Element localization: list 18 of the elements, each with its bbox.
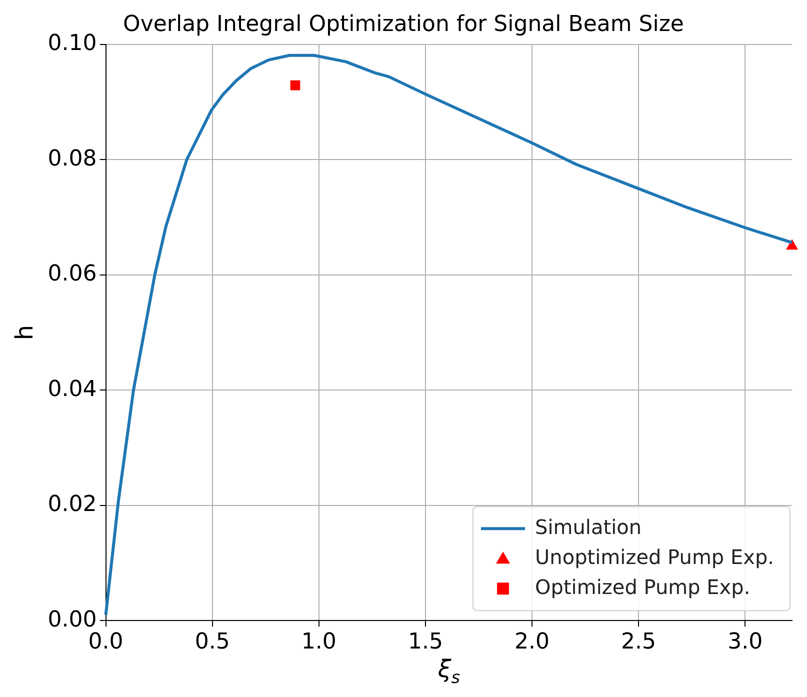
y-tick-label: 0.10 (48, 31, 97, 56)
x-tick-label: 2.0 (514, 630, 550, 655)
x-tick-label: 1.5 (408, 630, 443, 655)
x-tick-label: 0.0 (88, 630, 124, 655)
chart-title: Overlap Integral Optimization for Signal Beam Size (123, 12, 684, 37)
x-tick-label: 3.0 (728, 630, 763, 655)
legend-label: Simulation (535, 514, 642, 539)
legend-label: Unoptimized Pump Exp. (535, 544, 774, 569)
y-tick-label: 0.08 (48, 146, 97, 172)
x-tick-label: 0.5 (194, 630, 230, 655)
legend-label: Optimized Pump Exp. (535, 574, 750, 599)
y-tick-label: 0.06 (48, 262, 97, 287)
y-tick-label: 0.02 (48, 492, 97, 518)
x-tick-label: 2.5 (621, 630, 656, 655)
y-tick-label: 0.04 (48, 376, 97, 402)
y-axis-title: h (10, 324, 39, 340)
x-tick-label: 1.0 (301, 630, 336, 655)
y-tick-label: 0.00 (48, 607, 97, 632)
